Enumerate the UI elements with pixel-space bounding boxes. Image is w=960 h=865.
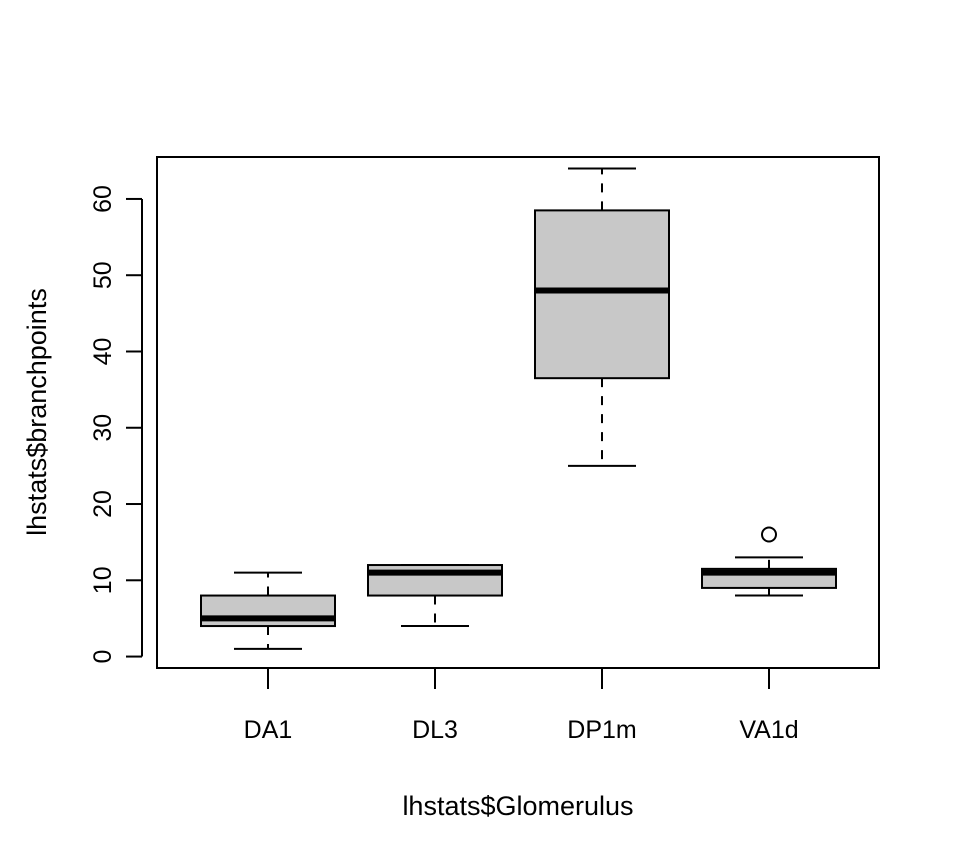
- y-tick-label: 20: [89, 490, 117, 518]
- y-tick-label: 60: [89, 185, 117, 213]
- box-da1: [200, 571, 336, 650]
- box-dp1m: [534, 167, 670, 467]
- x-tick-label: DL3: [412, 716, 458, 744]
- outlier-point: [761, 526, 777, 543]
- y-tick-label: 0: [89, 650, 117, 664]
- y-tick-label: 50: [89, 261, 117, 289]
- y-axis: 0 10 20 30 40 50 60: [89, 185, 143, 664]
- x-tick-label: DP1m: [567, 716, 636, 744]
- y-axis-title: lhstats$branchpoints: [22, 288, 52, 536]
- x-tick-label: VA1d: [739, 716, 798, 744]
- plot-frame: [156, 156, 880, 669]
- x-tick-label: DA1: [244, 716, 293, 744]
- y-tick-label: 10: [89, 566, 117, 594]
- y-tick-label: 30: [89, 414, 117, 442]
- x-axis: DA1 DL3 DP1m VA1d: [244, 668, 799, 744]
- box-va1d: [701, 526, 837, 597]
- boxes: [200, 167, 837, 650]
- iqr-box: [534, 209, 670, 380]
- x-axis-title: lhstats$Glomerulus: [402, 791, 633, 821]
- iqr-box: [200, 594, 336, 628]
- y-tick-label: 40: [89, 338, 117, 366]
- box-dl3: [367, 564, 503, 628]
- iqr-box: [367, 564, 503, 597]
